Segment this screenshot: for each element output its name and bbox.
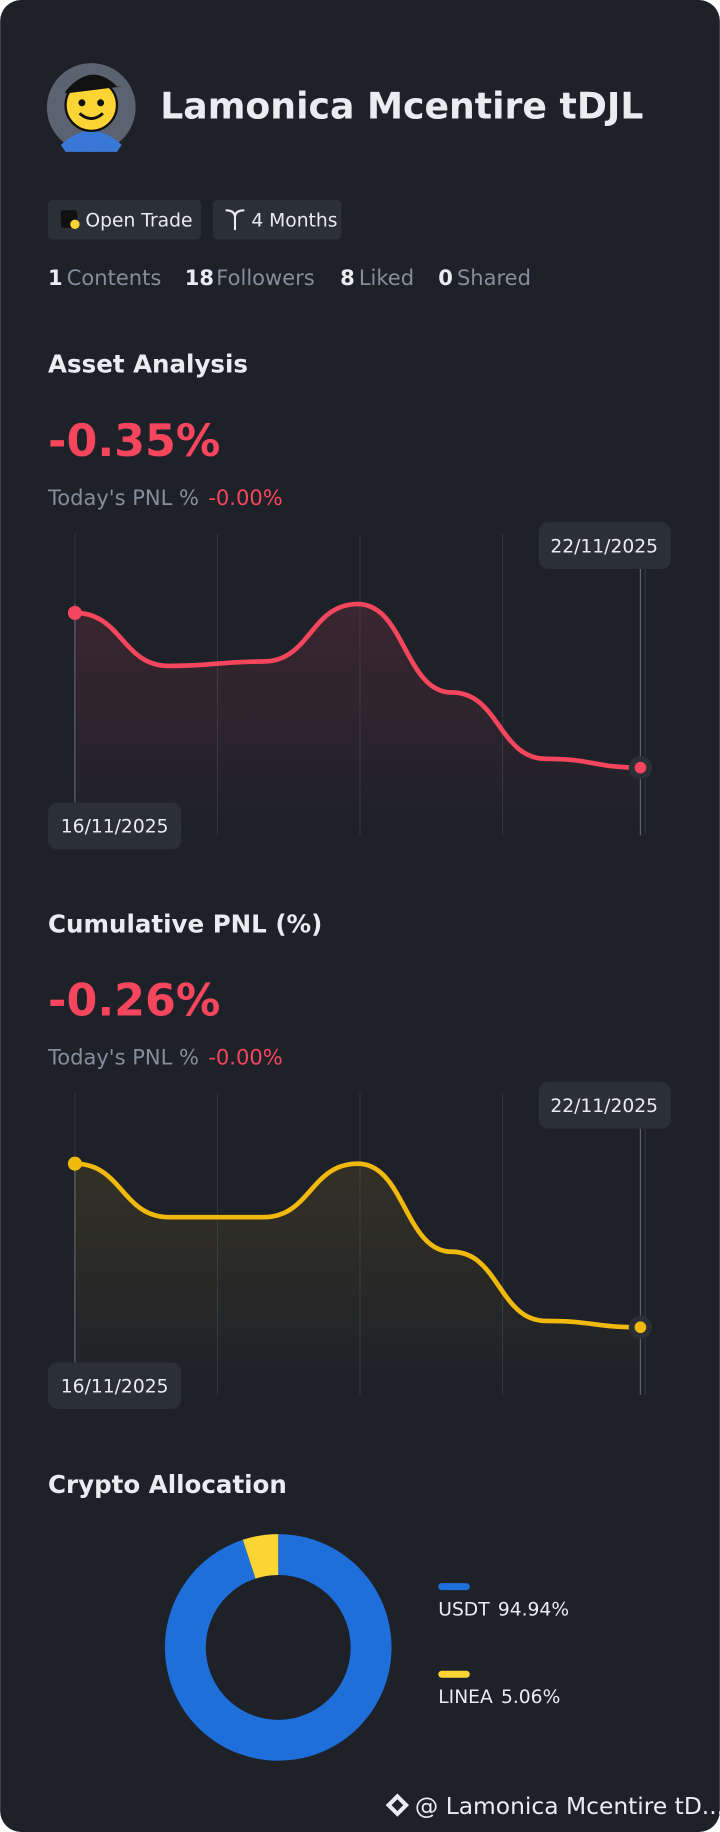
watermark: @ Lamonica Mcentire tD... (415, 1792, 720, 1820)
headline-value: -0.35% (48, 416, 220, 467)
legend-swatch (438, 1583, 470, 1591)
pie-slice (242, 1534, 279, 1579)
badge (212, 199, 342, 240)
date-label: 16/11/2025 (61, 1376, 169, 1397)
date-tooltip (538, 522, 671, 569)
stat-label: Liked (359, 265, 414, 290)
section-title: Cumulative PNL (%) (48, 909, 322, 938)
legend-value: 5.06% (501, 1687, 560, 1708)
stat-value: 0 (438, 265, 453, 290)
badge-icon (225, 209, 245, 231)
legend-swatch (438, 1670, 470, 1678)
headline-value: -0.26% (48, 976, 220, 1027)
subtitle-value: -0.00% (208, 1045, 282, 1070)
line (72, 601, 643, 770)
stat-value: 18 (185, 265, 214, 290)
avatar (46, 63, 136, 152)
date-label: 22/11/2025 (550, 1096, 658, 1117)
date-tooltip (538, 1081, 671, 1129)
area (74, 1163, 641, 1396)
legend-label: LINEA (438, 1687, 493, 1708)
badge-label: 4 Months (251, 210, 337, 231)
stat-label: Contents (67, 265, 162, 290)
stat-label: Followers (216, 265, 314, 290)
badge-label: Open Trade (85, 210, 192, 231)
subtitle: Today's PNL % (47, 1045, 199, 1070)
end-point (634, 761, 647, 774)
subtitle: Today's PNL % (47, 485, 199, 510)
date-tooltip (48, 1362, 182, 1410)
user-name: Lamonica Mcentire tDJL (160, 85, 643, 128)
date-tooltip (48, 802, 182, 850)
pie-slice (164, 1534, 392, 1761)
badge-icon (70, 219, 80, 229)
end-point (634, 1321, 647, 1334)
area (74, 604, 641, 836)
date-label: 22/11/2025 (550, 536, 658, 557)
subtitle-value: -0.00% (208, 485, 282, 510)
section-title: Crypto Allocation (48, 1470, 287, 1499)
line (72, 1161, 643, 1330)
date-label: 16/11/2025 (61, 817, 169, 838)
stat-value: 8 (340, 265, 355, 290)
legend-value: 94.94% (498, 1600, 569, 1621)
start-point (67, 605, 82, 620)
stat-value: 1 (48, 265, 63, 290)
legend-label: USDT (438, 1600, 490, 1621)
start-point (67, 1156, 82, 1171)
section-title: Asset Analysis (48, 350, 248, 379)
stat-label: Shared (457, 265, 531, 290)
badge (48, 199, 202, 240)
